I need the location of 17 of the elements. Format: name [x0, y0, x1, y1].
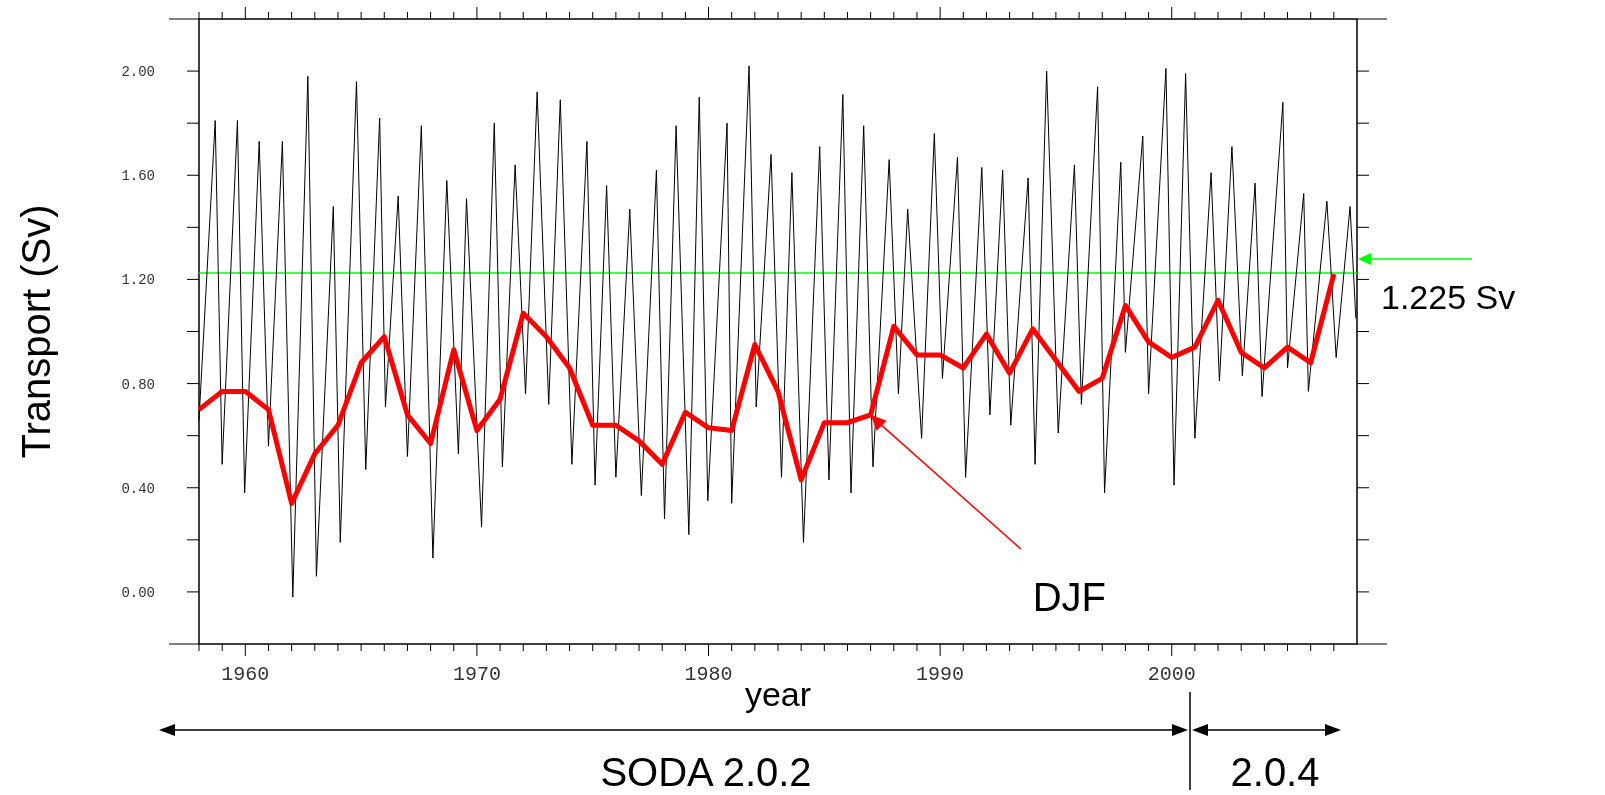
ref-line-label: 1.225 Sv	[1381, 277, 1516, 316]
y-tick-label: 0.80	[121, 376, 155, 393]
annotation: DJF	[1032, 574, 1106, 619]
x-tick-label: 1990	[916, 663, 965, 686]
y-tick-label: 2.00	[121, 64, 155, 81]
y-tick-label: 0.40	[121, 480, 155, 497]
x-tick-label: 1980	[684, 663, 733, 686]
y-axis-title: Transport (Sv)	[14, 204, 58, 459]
x-tick-label: 2000	[1147, 663, 1196, 686]
text: SODA 2.0.2	[600, 750, 812, 794]
y-tick-label: 0.00	[121, 584, 155, 601]
y-tick-label: 1.20	[121, 272, 155, 289]
x-axis-title: year	[744, 675, 812, 713]
text: 2.0.4	[1230, 750, 1320, 794]
x-tick-label: 1960	[221, 663, 270, 686]
y-tick-label: 1.60	[121, 168, 155, 185]
x-tick-label: 1970	[452, 663, 501, 686]
